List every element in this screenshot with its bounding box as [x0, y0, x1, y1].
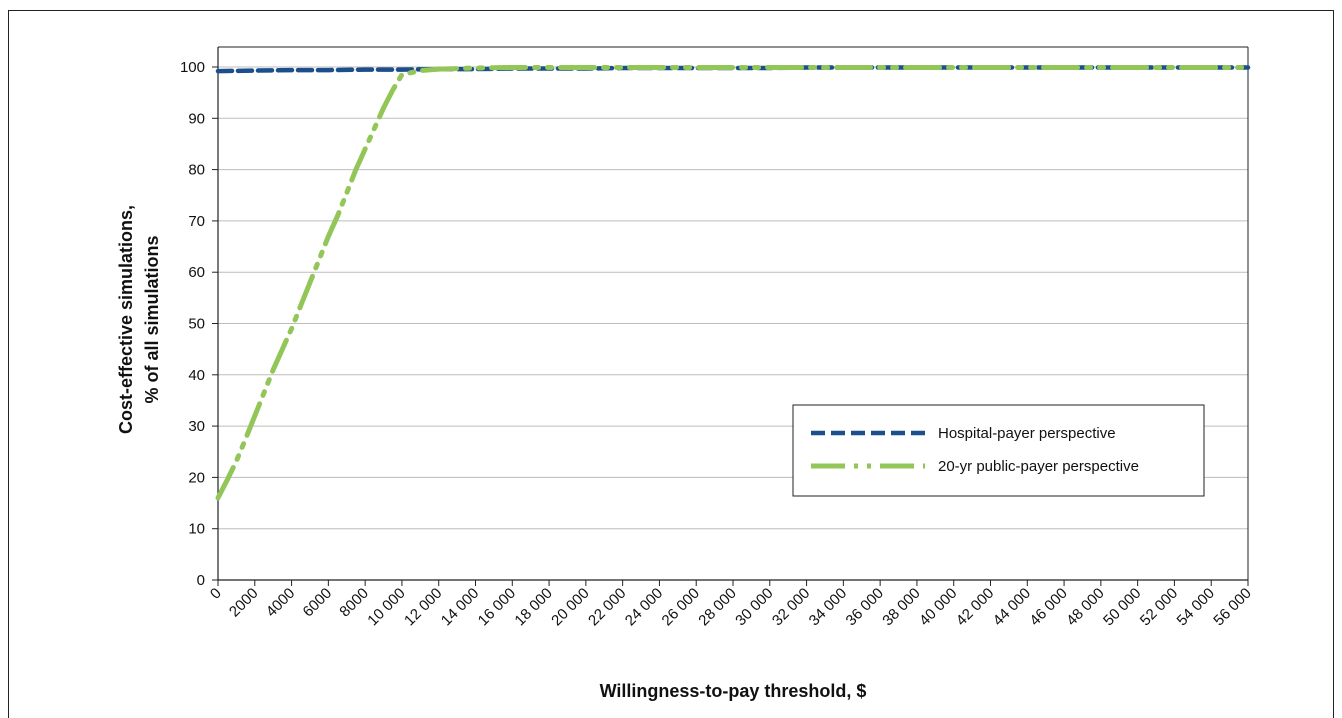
y-tick-label: 30 — [188, 418, 205, 435]
x-tick-label: 24 000 — [622, 585, 666, 629]
series-lines — [215, 65, 1251, 501]
y-tick-label: 100 — [180, 59, 205, 76]
y-tick-label: 70 — [188, 213, 205, 230]
x-tick-label: 20 000 — [548, 585, 592, 629]
legend-label-public: 20-yr public-payer perspective — [938, 458, 1139, 475]
legend-box — [792, 404, 1205, 497]
gridlines — [218, 66, 1248, 530]
legend: Hospital-payer perspective 20-yr public-… — [792, 404, 1205, 497]
x-tick-label: 48 000 — [1063, 585, 1107, 629]
x-tick-label: 34 000 — [806, 585, 850, 629]
legend-label-hospital: Hospital-payer perspective — [938, 425, 1116, 442]
axes — [212, 46, 1249, 586]
series-line-public — [215, 65, 1251, 501]
x-tick-label: 46 000 — [1026, 585, 1070, 629]
x-tick-label: 56 000 — [1210, 585, 1254, 629]
x-tick-label: 38 000 — [879, 585, 923, 629]
x-tick-label: 22 000 — [585, 585, 629, 629]
y-tick-label: 80 — [188, 162, 205, 179]
y-tick-label: 20 — [188, 469, 205, 486]
y-tick-label: 0 — [197, 572, 205, 589]
x-tick-label: 6000 — [300, 585, 336, 621]
x-tick-label: 54 000 — [1174, 585, 1218, 629]
x-tick-label: 32 000 — [769, 585, 813, 629]
y-axis-title: Cost-effective simulations, % of all sim… — [116, 205, 162, 434]
x-tick-label: 50 000 — [1100, 585, 1144, 629]
x-tick-label: 36 000 — [843, 585, 887, 629]
x-tick-label: 26 000 — [659, 585, 703, 629]
x-tick-label: 42 000 — [953, 585, 997, 629]
x-tick-label: 18 000 — [511, 585, 555, 629]
x-tick-label: 52 000 — [1137, 585, 1181, 629]
x-tick-label: 28 000 — [695, 585, 739, 629]
y-tick-label: 60 — [188, 264, 205, 281]
x-tick-label: 30 000 — [732, 585, 776, 629]
y-tick-label: 90 — [188, 110, 205, 127]
y-tick-label: 50 — [188, 316, 205, 333]
x-tick-label: 16 000 — [475, 585, 519, 629]
x-tick-label: 44 000 — [990, 585, 1034, 629]
y-axis-title-line2: % of all simulations — [142, 235, 162, 403]
x-tick-label: 12 000 — [401, 585, 445, 629]
x-tick-label: 14 000 — [438, 585, 482, 629]
x-tick-label: 0 — [207, 585, 225, 603]
y-tick-label: 10 — [188, 521, 205, 538]
y-axis-title-line1: Cost-effective simulations, — [116, 205, 136, 434]
y-tick-label: 40 — [188, 367, 205, 384]
x-tick-label: 2000 — [226, 585, 262, 621]
x-tick-label: 40 000 — [916, 585, 960, 629]
x-tick-label: 4000 — [263, 585, 299, 621]
figure-frame — [8, 10, 1334, 718]
x-tick-label: 10 000 — [364, 585, 408, 629]
x-axis-title: Willingness-to-pay threshold, $ — [600, 681, 867, 701]
